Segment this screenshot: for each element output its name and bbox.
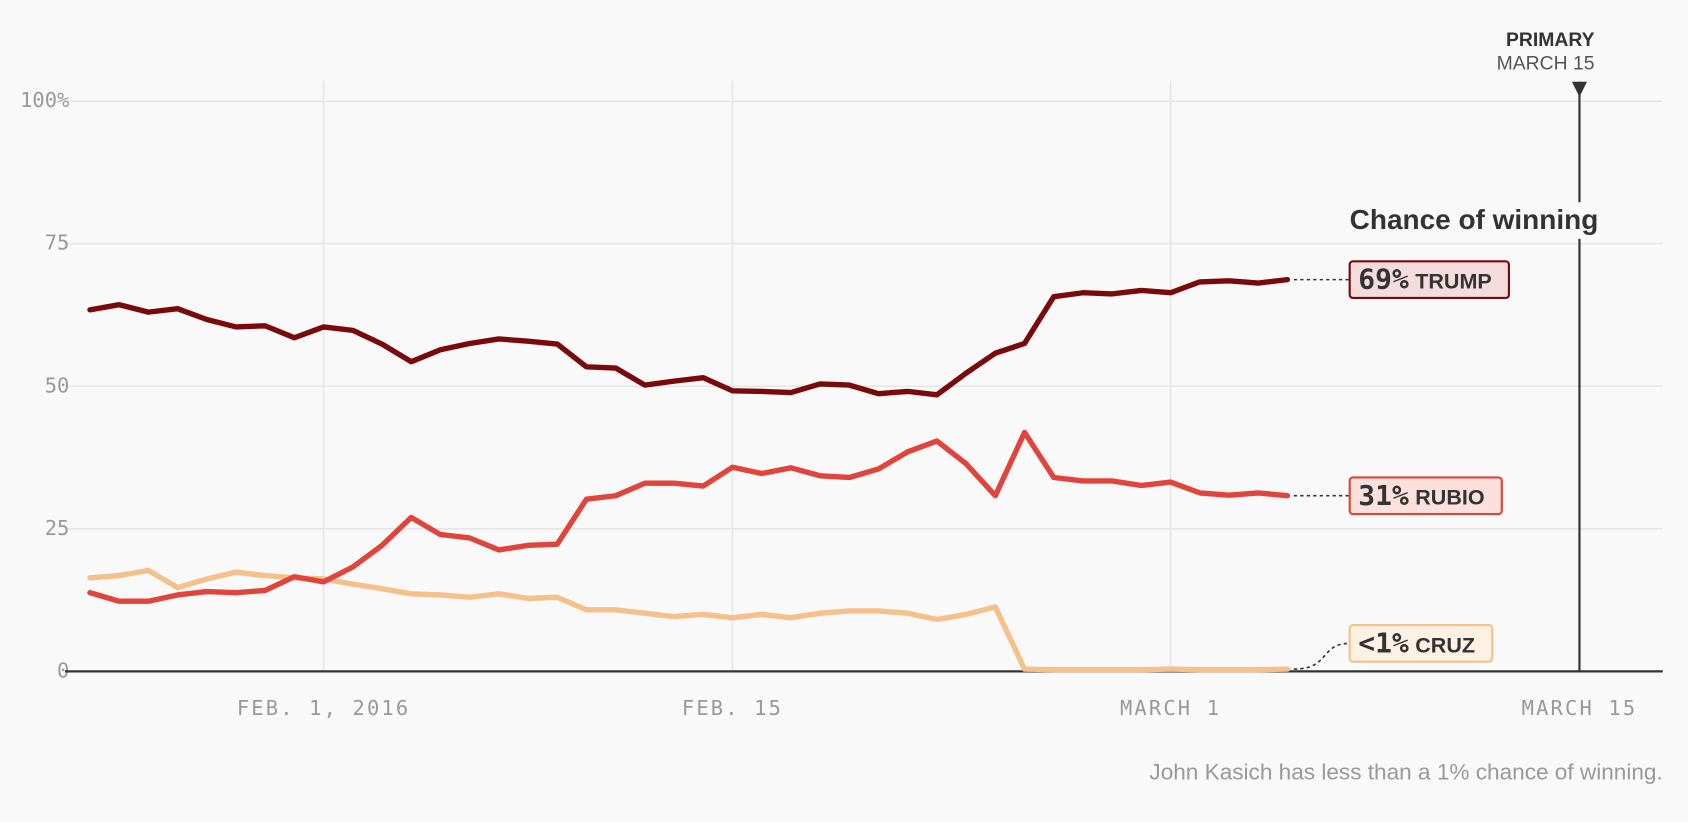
end-label-box <box>1348 260 1511 299</box>
end-label-name: TRUMP <box>1415 270 1491 294</box>
end-label-value: <1% <box>1358 626 1409 659</box>
y-tick-label: 25 <box>45 516 70 540</box>
x-tick-label: FEB. 1, 2016 <box>237 696 410 720</box>
end-label-name: RUBIO <box>1415 486 1484 510</box>
annotation-arrow <box>1571 81 1587 97</box>
lines <box>87 276 1291 673</box>
end-label-box <box>1348 624 1494 663</box>
annotation-title: PRIMARY <box>1506 29 1595 51</box>
y-tick-label: 100% <box>20 88 69 112</box>
end-label-value: 69% <box>1358 263 1409 296</box>
y-tick-label: 75 <box>45 231 70 255</box>
series-line <box>87 276 1291 398</box>
end-label-box <box>1348 476 1503 516</box>
x-tick-label: MARCH 1 <box>1120 696 1221 720</box>
end-label-value: 31% <box>1358 479 1409 512</box>
label-leader <box>1293 642 1350 670</box>
legend-title-bg <box>1345 202 1615 239</box>
annotation-subtitle: MARCH 15 <box>1497 53 1595 75</box>
y-tick-label: 0 <box>57 658 69 682</box>
x-tick-label: FEB. 15 <box>682 696 783 720</box>
legend-title: Chance of winning <box>1350 204 1599 235</box>
series-line <box>87 429 1291 604</box>
end-label-name: CRUZ <box>1415 633 1475 657</box>
x-tick-label: MARCH 15 <box>1522 696 1638 720</box>
grid: 0 25 50 75 100% FEB. 1, 2016 FEB. 15 MARCH 1 MAR… <box>20 80 1663 720</box>
y-tick-label: 50 <box>45 373 70 397</box>
footnote: John Kasich has less than a 1% chance of… <box>1149 760 1662 785</box>
